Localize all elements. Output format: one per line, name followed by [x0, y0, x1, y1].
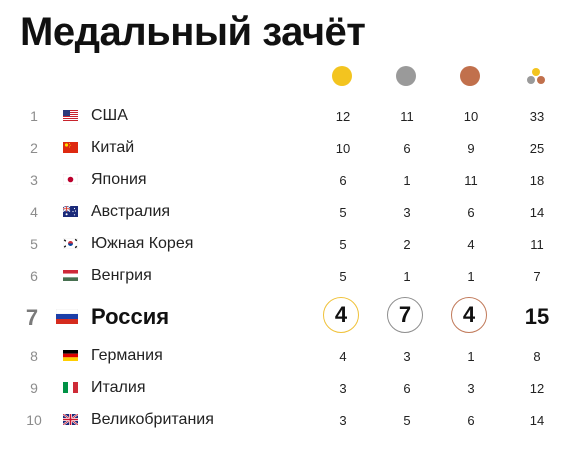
germany-flag-icon — [63, 350, 78, 361]
table-row: 6 Венгрия 5 1 1 7 — [0, 260, 572, 292]
country-name: Великобритания — [91, 411, 214, 428]
south-korea-flag-icon — [63, 238, 78, 249]
silver-count: 6 — [403, 381, 411, 396]
table-row: 2 Китай 10 6 9 25 — [0, 132, 572, 164]
gold-count: 3 — [339, 413, 347, 428]
gold-count: 6 — [339, 173, 347, 188]
bronze-count: 3 — [467, 381, 475, 396]
table-row: 7 Россия 4 7 4 15 — [0, 297, 572, 333]
rank-cell: 8 — [30, 348, 38, 364]
hungary-flag-icon — [63, 270, 78, 281]
rank-cell: 9 — [30, 380, 38, 396]
gold-medal-icon — [332, 66, 352, 86]
bronze-count: 1 — [467, 349, 475, 364]
total-count: 15 — [524, 304, 550, 329]
gold-count: 4 — [339, 349, 347, 364]
us-flag-icon — [63, 110, 78, 121]
rank-cell: 6 — [30, 268, 38, 284]
country-name: Россия — [91, 304, 170, 329]
total-count: 7 — [533, 269, 541, 284]
gold-count: 10 — [335, 141, 351, 156]
total-count: 18 — [529, 173, 545, 188]
silver-count: 1 — [403, 269, 411, 284]
country-name: Южная Корея — [91, 235, 194, 252]
total-count: 33 — [529, 109, 545, 124]
country-name: США — [91, 107, 128, 124]
silver-count: 6 — [403, 141, 411, 156]
silver-count: 1 — [403, 173, 411, 188]
bronze-count: 6 — [467, 413, 475, 428]
table-row: 10 Великобритания 3 5 6 14 — [0, 404, 572, 436]
table-row: 1 США 12 11 10 33 — [0, 100, 572, 132]
silver-count: 2 — [403, 237, 411, 252]
gold-count: 5 — [339, 237, 347, 252]
silver-count: 3 — [403, 205, 411, 220]
russia-flag-icon — [56, 309, 78, 324]
total-count: 8 — [533, 349, 541, 364]
bronze-count: 9 — [467, 141, 475, 156]
country-name: Япония — [91, 171, 147, 188]
total-count: 14 — [529, 205, 545, 220]
page-title: Медальный зачёт — [20, 10, 366, 54]
uk-flag-icon — [63, 414, 78, 425]
total-count: 25 — [529, 141, 545, 156]
total-count: 12 — [529, 381, 545, 396]
gold-count: 12 — [335, 109, 351, 124]
rank-cell: 10 — [26, 412, 42, 428]
country-name: Германия — [91, 347, 163, 364]
rank-cell: 1 — [30, 108, 38, 124]
table-row: 9 Италия 3 6 3 12 — [0, 372, 572, 404]
bronze-count: 10 — [463, 109, 479, 124]
country-name: Италия — [91, 379, 146, 396]
china-flag-icon — [63, 142, 78, 153]
silver-count: 3 — [403, 349, 411, 364]
table-row: 5 Южная Корея 5 2 4 11 — [0, 228, 572, 260]
australia-flag-icon — [63, 206, 78, 217]
gold-count: 5 — [339, 269, 347, 284]
rank-cell: 7 — [25, 305, 39, 330]
total-count: 11 — [530, 237, 544, 252]
bronze-count: 1 — [467, 269, 475, 284]
silver-count: 7 — [387, 297, 423, 333]
gold-count: 4 — [323, 297, 359, 333]
total-count: 14 — [529, 413, 545, 428]
rank-cell: 2 — [30, 140, 38, 156]
table-row: 8 Германия 4 3 1 8 — [0, 340, 572, 372]
bronze-count: 6 — [467, 205, 475, 220]
table-row: 4 Австралия 5 3 6 14 — [0, 196, 572, 228]
japan-flag-icon — [63, 174, 78, 185]
silver-medal-icon — [396, 66, 416, 86]
gold-count: 5 — [339, 205, 347, 220]
country-name: Китай — [91, 139, 135, 156]
gold-count: 3 — [339, 381, 347, 396]
table-row: 3 Япония 6 1 11 18 — [0, 164, 572, 196]
bronze-count: 4 — [467, 237, 475, 252]
bronze-count: 11 — [464, 173, 478, 188]
rank-cell: 4 — [30, 204, 38, 220]
silver-count: 11 — [400, 109, 414, 124]
country-name: Австралия — [91, 203, 171, 220]
total-medals-icon — [526, 66, 546, 86]
silver-count: 5 — [403, 413, 411, 428]
bronze-count: 4 — [451, 297, 487, 333]
bronze-medal-icon — [460, 66, 480, 86]
italy-flag-icon — [63, 382, 78, 393]
rank-cell: 3 — [30, 172, 38, 188]
country-name: Венгрия — [91, 267, 152, 284]
rank-cell: 5 — [30, 236, 38, 252]
